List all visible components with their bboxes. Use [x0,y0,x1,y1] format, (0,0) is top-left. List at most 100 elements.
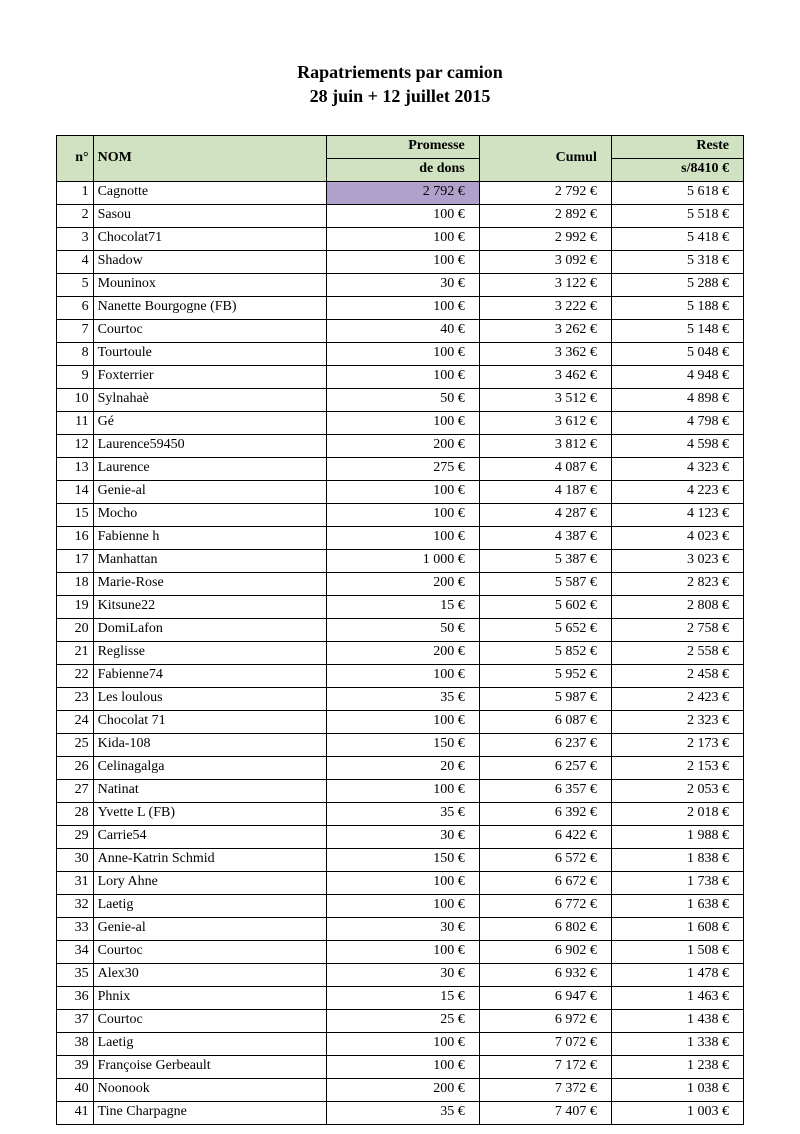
cell-reste: 1 608 € [611,917,743,940]
cell-cumul: 3 812 € [479,434,611,457]
cell-nom: Mocho [93,503,327,526]
cell-reste: 4 223 € [611,480,743,503]
cell-reste: 1 038 € [611,1078,743,1101]
table-row: 9Foxterrier100 €3 462 €4 948 € [57,365,744,388]
th-promesse-l1: Promesse [327,135,479,158]
cell-promesse: 15 € [327,986,479,1009]
table-row: 17Manhattan1 000 €5 387 €3 023 € [57,549,744,572]
cell-reste: 1 003 € [611,1101,743,1124]
cell-cumul: 7 372 € [479,1078,611,1101]
cell-reste: 2 323 € [611,710,743,733]
cell-cumul: 6 902 € [479,940,611,963]
cell-num: 39 [57,1055,94,1078]
cell-cumul: 6 357 € [479,779,611,802]
cell-num: 9 [57,365,94,388]
cell-num: 2 [57,204,94,227]
cell-reste: 5 048 € [611,342,743,365]
cell-num: 4 [57,250,94,273]
table-row: 28Yvette L (FB)35 €6 392 €2 018 € [57,802,744,825]
cell-num: 33 [57,917,94,940]
cell-nom: Natinat [93,779,327,802]
cell-promesse: 30 € [327,917,479,940]
table-row: 27Natinat100 €6 357 €2 053 € [57,779,744,802]
cell-nom: Carrie54 [93,825,327,848]
cell-nom: Courtoc [93,940,327,963]
cell-num: 38 [57,1032,94,1055]
cell-num: 1 [57,181,94,204]
cell-promesse: 100 € [327,411,479,434]
cell-nom: Laurence59450 [93,434,327,457]
cell-promesse: 100 € [327,526,479,549]
th-reste-l2: s/8410 € [611,158,743,181]
table-row: 33Genie-al30 €6 802 €1 608 € [57,917,744,940]
cell-cumul: 5 387 € [479,549,611,572]
cell-promesse: 150 € [327,848,479,871]
cell-num: 5 [57,273,94,296]
cell-reste: 1 738 € [611,871,743,894]
cell-cumul: 6 422 € [479,825,611,848]
table-row: 26Celinagalga20 €6 257 €2 153 € [57,756,744,779]
cell-nom: Kida-108 [93,733,327,756]
cell-promesse: 100 € [327,1032,479,1055]
cell-nom: Alex30 [93,963,327,986]
cell-nom: Phnix [93,986,327,1009]
table-row: 13Laurence275 €4 087 €4 323 € [57,457,744,480]
cell-nom: Noonook [93,1078,327,1101]
cell-num: 29 [57,825,94,848]
table-row: 40Noonook200 €7 372 €1 038 € [57,1078,744,1101]
cell-nom: Chocolat71 [93,227,327,250]
cell-num: 14 [57,480,94,503]
table-row: 4Shadow100 €3 092 €5 318 € [57,250,744,273]
page-title: Rapatriements par camion 28 juin + 12 ju… [56,60,744,109]
table-row: 23Les loulous35 €5 987 €2 423 € [57,687,744,710]
cell-cumul: 6 572 € [479,848,611,871]
cell-promesse: 35 € [327,1101,479,1124]
cell-reste: 4 598 € [611,434,743,457]
cell-num: 17 [57,549,94,572]
cell-num: 34 [57,940,94,963]
cell-reste: 3 023 € [611,549,743,572]
cell-reste: 4 898 € [611,388,743,411]
table-row: 36Phnix15 €6 947 €1 463 € [57,986,744,1009]
cell-cumul: 5 602 € [479,595,611,618]
cell-promesse: 100 € [327,871,479,894]
cell-cumul: 7 407 € [479,1101,611,1124]
table-row: 16Fabienne h100 €4 387 €4 023 € [57,526,744,549]
cell-reste: 1 438 € [611,1009,743,1032]
table-row: 11Gé100 €3 612 €4 798 € [57,411,744,434]
cell-promesse: 200 € [327,1078,479,1101]
cell-nom: Kitsune22 [93,595,327,618]
table-row: 1Cagnotte2 792 €2 792 €5 618 € [57,181,744,204]
cell-cumul: 6 672 € [479,871,611,894]
cell-cumul: 3 222 € [479,296,611,319]
cell-cumul: 7 172 € [479,1055,611,1078]
donations-table: n° NOM Promesse Cumul Reste de dons s/84… [56,135,744,1125]
cell-num: 13 [57,457,94,480]
document-page: Rapatriements par camion 28 juin + 12 ju… [0,0,800,1134]
cell-cumul: 2 992 € [479,227,611,250]
cell-promesse: 25 € [327,1009,479,1032]
cell-num: 36 [57,986,94,1009]
table-row: 19Kitsune2215 €5 602 €2 808 € [57,595,744,618]
cell-nom: DomiLafon [93,618,327,641]
cell-promesse: 275 € [327,457,479,480]
cell-cumul: 6 802 € [479,917,611,940]
cell-cumul: 6 257 € [479,756,611,779]
table-row: 6Nanette Bourgogne (FB)100 €3 222 €5 188… [57,296,744,319]
table-row: 22Fabienne74100 €5 952 €2 458 € [57,664,744,687]
table-row: 37Courtoc25 €6 972 €1 438 € [57,1009,744,1032]
cell-nom: Tourtoule [93,342,327,365]
cell-num: 22 [57,664,94,687]
cell-num: 11 [57,411,94,434]
cell-cumul: 3 512 € [479,388,611,411]
cell-num: 23 [57,687,94,710]
cell-num: 24 [57,710,94,733]
cell-reste: 5 618 € [611,181,743,204]
cell-reste: 5 318 € [611,250,743,273]
cell-reste: 5 288 € [611,273,743,296]
cell-reste: 1 463 € [611,986,743,1009]
cell-promesse: 50 € [327,388,479,411]
cell-nom: Foxterrier [93,365,327,388]
cell-promesse: 2 792 € [327,181,479,204]
cell-reste: 2 423 € [611,687,743,710]
